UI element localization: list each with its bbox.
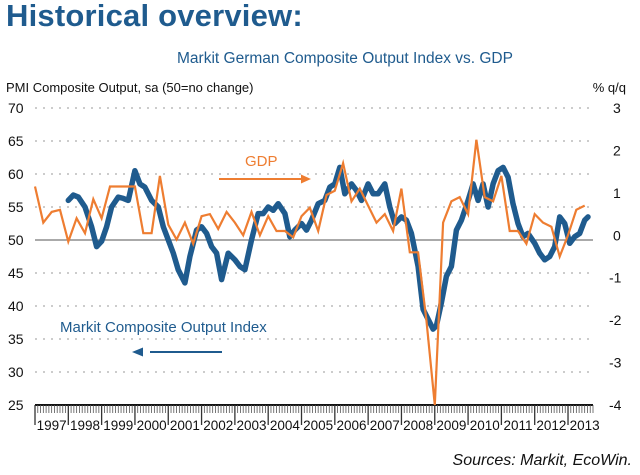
pmi-annotation-label: Markit Composite Output Index (60, 319, 267, 336)
x-tick-label: 2003 (237, 418, 267, 433)
left-tick-label: 65 (8, 133, 24, 149)
right-tick-label: 1 (613, 185, 621, 201)
right-tick-label: 2 (613, 142, 621, 158)
left-axis-ticks: 70 65 60 55 50 45 40 35 30 25 (8, 100, 24, 413)
x-tick-label: 2012 (536, 418, 566, 433)
chart-title: Markit German Composite Output Index vs.… (177, 50, 513, 67)
right-tick-label: 0 (613, 227, 621, 243)
page-title: Historical overview: (6, 0, 303, 33)
right-axis-ticks: 3 2 1 0 -1 -2 -3 -4 (609, 100, 622, 413)
x-tick-label: 2004 (270, 418, 301, 433)
source-note: Sources: Markit, EcoWin. (452, 452, 632, 469)
series-lines (33, 139, 591, 406)
gridlines (35, 107, 593, 373)
gdp-line (33, 139, 586, 406)
x-tick-label: 2007 (370, 418, 400, 433)
gdp-annotation-label: GDP (245, 153, 278, 170)
x-tick-label: 2000 (137, 418, 167, 433)
left-tick-label: 50 (8, 232, 24, 248)
right-tick-label: -2 (609, 312, 622, 328)
right-tick-label: -3 (609, 355, 622, 371)
right-axis-label: % q/q (592, 80, 626, 95)
pmi-arrow-icon (132, 347, 222, 357)
x-tick-label: 2005 (303, 418, 333, 433)
x-tick-label: 2002 (203, 418, 233, 433)
x-tick-label: 2006 (336, 418, 366, 433)
x-tick-label: 1999 (103, 418, 133, 433)
left-tick-label: 55 (8, 199, 24, 215)
annotations: GDP Markit Composite Output Index (60, 153, 311, 357)
left-tick-label: 35 (8, 331, 24, 347)
x-axis: 1997 1998 1999 2000 2001 2002 2003 2004 2005 2006… (34, 404, 600, 433)
right-tick-label: -4 (609, 397, 622, 413)
left-axis-label: PMI Composite Output, sa (50=no change) (6, 80, 254, 95)
x-tick-label: 2009 (436, 418, 466, 433)
left-tick-label: 30 (8, 364, 24, 380)
x-tick-label: 2008 (403, 418, 433, 433)
left-tick-label: 40 (8, 298, 24, 314)
x-tick-label: 1997 (37, 418, 67, 433)
x-tick-label: 2013 (570, 418, 600, 433)
right-tick-label: -1 (609, 270, 622, 286)
left-tick-label: 25 (8, 397, 24, 413)
right-tick-label: 3 (613, 100, 621, 116)
gdp-arrow-icon (219, 174, 311, 184)
x-tick-label: 2010 (470, 418, 500, 433)
x-tick-label: 1998 (70, 418, 100, 433)
left-tick-label: 45 (8, 265, 24, 281)
left-tick-label: 70 (8, 100, 24, 116)
left-tick-label: 60 (8, 166, 24, 182)
pmi-composite-line (65, 164, 591, 332)
x-tick-label: 2011 (504, 418, 533, 433)
x-tick-label: 2001 (170, 418, 200, 433)
